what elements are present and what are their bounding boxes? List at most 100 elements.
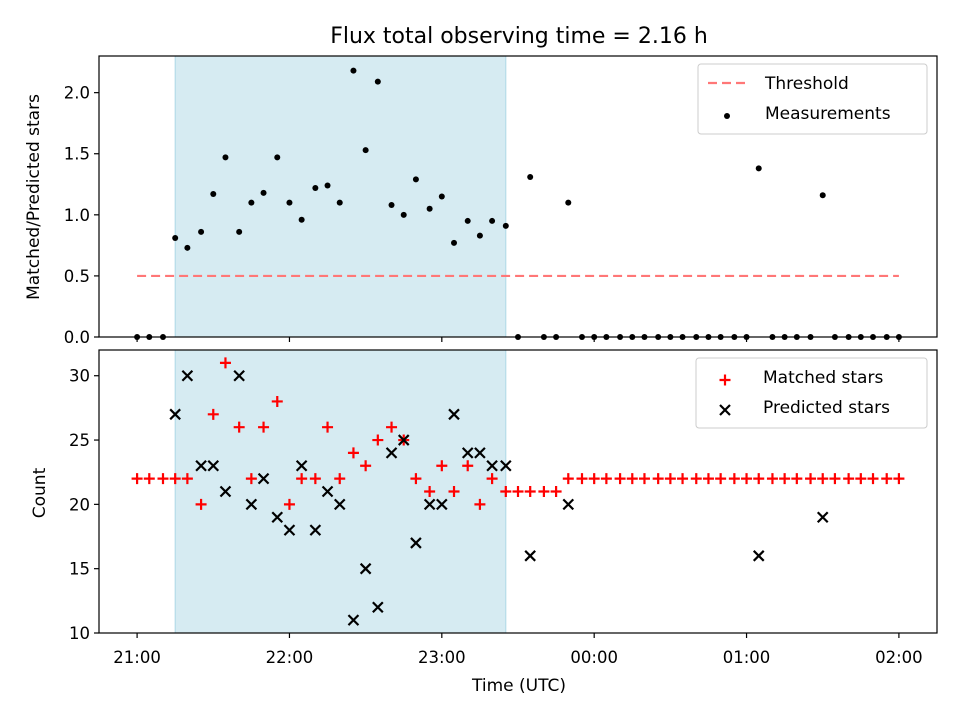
data-point (652, 473, 664, 485)
x-tick-label: 21:00 (113, 648, 161, 667)
data-point (385, 447, 398, 459)
data-point (486, 459, 498, 472)
data-point (169, 408, 181, 421)
data-point (274, 154, 281, 161)
data-point (423, 498, 436, 511)
series-predicted-stars (169, 369, 829, 626)
data-point (181, 473, 193, 485)
data-point (538, 486, 550, 497)
data-point (462, 460, 474, 472)
data-point (728, 473, 740, 485)
data-point (286, 199, 293, 206)
legend-marker (724, 113, 730, 119)
data-point (321, 485, 334, 498)
data-point (424, 486, 436, 497)
data-point (448, 486, 460, 497)
data-point (562, 498, 575, 511)
data-point (867, 473, 879, 485)
data-point (248, 199, 255, 206)
data-point (184, 244, 191, 251)
data-point (752, 550, 765, 562)
x-tick-label: 00:00 (570, 648, 618, 667)
chart-title: Flux total observing time = 2.16 h (330, 24, 708, 49)
x-tick-label: 23:00 (418, 648, 466, 667)
data-point (451, 239, 458, 246)
axes-frame (98, 55, 938, 338)
data-point (347, 614, 360, 626)
data-point (296, 473, 308, 485)
data-point (779, 473, 791, 485)
data-point (461, 447, 474, 459)
data-point (855, 473, 867, 485)
data-point (219, 485, 232, 498)
data-point (195, 459, 207, 472)
data-point (766, 473, 778, 485)
data-point (500, 486, 512, 497)
y-tick-label: 2.0 (64, 84, 90, 103)
data-point (524, 550, 536, 562)
legend-entry: Measurements (724, 104, 891, 124)
data-point (222, 154, 229, 161)
data-point (143, 473, 155, 485)
data-point (260, 189, 267, 196)
data-point (426, 205, 433, 212)
data-point (410, 473, 422, 485)
data-point (527, 173, 534, 180)
data-point (512, 486, 524, 497)
legend-entry: Predicted stars (719, 398, 890, 418)
data-point (295, 459, 308, 472)
data-point (207, 459, 220, 472)
data-point (298, 216, 305, 223)
x-tick-label: 02:00 (875, 648, 923, 667)
data-point (464, 217, 471, 224)
data-point (271, 395, 283, 407)
data-point (397, 434, 410, 446)
legend-label: Measurements (765, 104, 891, 124)
axes-frame (98, 349, 938, 634)
data-point (881, 473, 893, 485)
data-point (588, 473, 600, 485)
data-point (486, 473, 498, 485)
data-point (309, 524, 322, 536)
data-point (436, 498, 448, 511)
data-point (360, 460, 372, 472)
data-point (258, 421, 270, 433)
x-tick-label: 01:00 (723, 648, 771, 667)
data-point (817, 473, 829, 485)
data-point (324, 182, 331, 189)
data-point (312, 184, 319, 191)
data-point (322, 421, 334, 433)
data-point (219, 357, 231, 369)
data-point (386, 421, 398, 433)
data-point (893, 473, 905, 485)
legend-box (695, 357, 928, 429)
legend-box (697, 63, 928, 135)
data-point (210, 191, 217, 198)
y-tick-label: 0.0 (64, 328, 90, 347)
data-point (271, 511, 284, 524)
count-plot-area: 10 15 20 25 30 21:00 22:00 23:00 00:00 01:00 02:00… (69, 349, 938, 667)
data-point (233, 369, 245, 382)
x-tick-label: 22:00 (266, 648, 314, 667)
data-point (374, 78, 381, 85)
data-point (336, 199, 343, 206)
data-point (283, 524, 296, 536)
data-point (333, 498, 346, 511)
data-point (805, 473, 817, 485)
data-point (576, 473, 588, 485)
data-point (372, 601, 384, 614)
y-axis-label: Count (30, 467, 50, 518)
data-point (410, 537, 422, 549)
legend-label: Matched stars (763, 368, 883, 388)
data-point (448, 408, 460, 421)
y-axis-label: Matched/Predicted stars (24, 94, 44, 300)
data-point (816, 511, 829, 524)
data-point (350, 67, 357, 74)
data-point (626, 473, 638, 485)
series-matched-stars (131, 357, 905, 510)
data-point (181, 369, 194, 382)
data-point (438, 193, 445, 200)
y-tick-label: 30 (69, 367, 90, 386)
data-point (474, 498, 486, 510)
data-point (677, 473, 689, 485)
